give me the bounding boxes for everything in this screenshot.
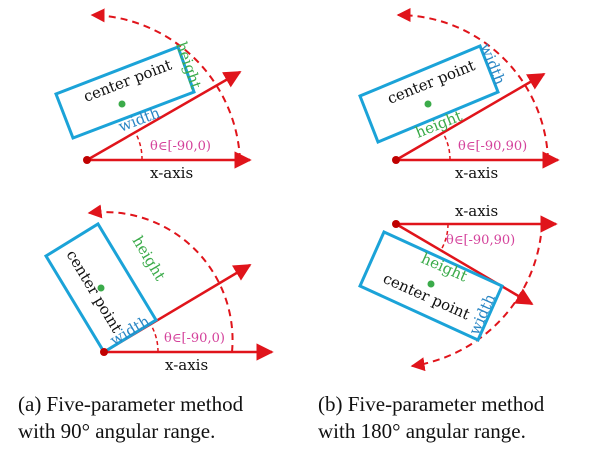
bounding-box [54,45,196,140]
bounding-box [43,221,159,355]
angle-arc [442,132,451,161]
angle-arc [150,324,159,353]
panel-a-bottom: center point height width θ∈[-90,0) x-ax… [43,204,274,374]
caption-a-line2: with 90° angular range. [18,419,215,443]
theta-label: θ∈[-90,0) [164,331,225,346]
x-axis-label: x-axis [455,202,498,220]
panel-a-top: center point width height θ∈[-90,0) x-ax… [54,8,252,182]
panel-b-top: center point height width θ∈[-90,90) x-a… [358,8,560,182]
x-axis-label: x-axis [150,164,193,182]
caption-a-line1: (a) Five-parameter method [18,392,244,416]
rotation-arc [410,223,543,372]
center-point-dot [427,280,435,288]
angle-arc [440,223,449,251]
height-label: height [129,233,169,284]
center-point-label: center point [81,56,174,106]
origin-dot [83,156,91,164]
width-label: width [476,41,509,88]
origin-dot [392,156,400,164]
center-point-dot [97,284,105,292]
center-point-label: center point [63,247,126,336]
rotation-arc [87,204,234,353]
rotation-arc [90,8,241,161]
bounding-box [358,44,500,144]
height-label: height [172,39,205,91]
center-point-label: center point [385,56,478,107]
height-label: height [418,249,470,285]
caption-b-line2: with 180° angular range. [318,419,526,443]
width-label: width [465,291,499,338]
angle-arc [134,131,143,161]
center-point-dot [424,100,432,108]
x-axis-label: x-axis [165,356,208,374]
rotation-arc [396,8,549,161]
panel-b-bottom: x-axis θ∈[-90,90) height center point wi… [358,202,558,372]
theta-label: θ∈[-90,90) [446,233,515,248]
theta-label: θ∈[-90,90) [458,139,527,154]
direction-arrow [395,72,546,162]
origin-dot [100,348,108,356]
direction-arrow [395,222,534,306]
origin-dot [392,220,400,228]
bounding-box [358,230,504,342]
center-point-dot [118,100,126,108]
direction-arrow [86,70,242,162]
caption-b-line1: (b) Five-parameter method [318,392,545,416]
x-axis-label: x-axis [455,164,498,182]
theta-label: θ∈[-90,0) [150,139,211,154]
